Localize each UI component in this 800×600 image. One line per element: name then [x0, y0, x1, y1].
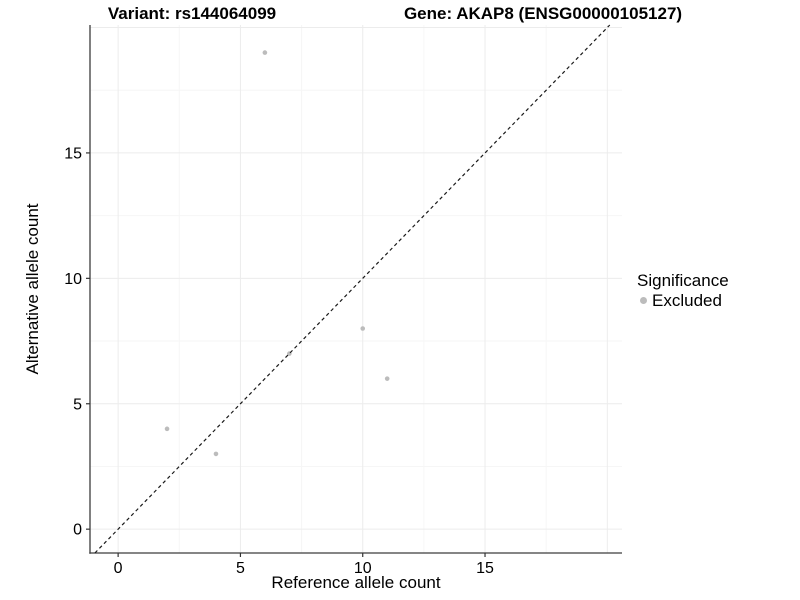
legend-item-excluded: Excluded [637, 291, 729, 310]
x-tick-label: 5 [236, 560, 245, 577]
identity-reference-line [94, 24, 611, 554]
data-point [384, 376, 390, 381]
legend: Significance Excluded [637, 271, 729, 310]
data-point [164, 426, 170, 432]
y-tick-label: 5 [73, 396, 82, 413]
legend-item-label: Excluded [652, 291, 722, 310]
x-tick-label: 0 [114, 560, 123, 577]
variant-title: Variant: rs144064099 [107, 4, 277, 23]
gene-title: Gene: AKAP8 (ENSG00000105127) [403, 4, 683, 23]
excluded-circle-icon [640, 297, 647, 304]
x-tick-label: 10 [354, 560, 372, 577]
data-point [213, 451, 219, 457]
y-tick-label: 10 [64, 271, 82, 288]
data-point [360, 326, 366, 331]
y-axis-label: Alternative allele count [23, 203, 42, 375]
x-axis-label: Reference allele count [271, 573, 441, 592]
y-tick-label: 15 [64, 145, 82, 162]
data-point [262, 50, 268, 55]
y-tick-label: 0 [73, 522, 82, 539]
legend-title: Significance [637, 271, 729, 290]
x-tick-label: 15 [476, 560, 494, 577]
